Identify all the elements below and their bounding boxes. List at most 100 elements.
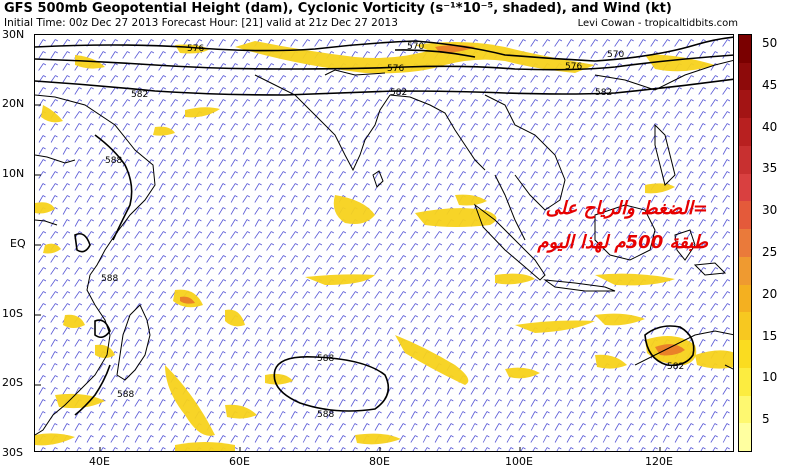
wind-barb	[686, 87, 692, 95]
wind-barb-flag	[558, 351, 562, 354]
wind-barb-flag	[522, 123, 526, 126]
wind-barb-flag	[535, 123, 539, 126]
wind-barb	[74, 123, 80, 131]
wind-barb-flag	[606, 435, 610, 438]
wind-barb-flag	[367, 315, 371, 318]
height-contours	[35, 36, 733, 416]
wind-barb-flag	[498, 87, 502, 90]
wind-barb-flag	[643, 75, 647, 78]
wind-barb-flag	[102, 339, 106, 342]
wind-barb-flag	[331, 159, 335, 162]
wind-barb-flag	[175, 39, 179, 42]
wind-barb	[110, 363, 116, 371]
wind-barb	[530, 219, 536, 227]
wind-barb	[290, 195, 296, 203]
wind-barb	[398, 351, 404, 359]
wind-barb	[362, 99, 368, 107]
wind-barb	[98, 183, 104, 191]
wind-barb	[482, 183, 488, 191]
wind-barb-flag	[54, 51, 58, 54]
wind-barb	[698, 123, 704, 131]
wind-barb	[314, 387, 320, 395]
wind-barb-flag	[115, 279, 119, 282]
wind-barb-flag	[546, 75, 550, 78]
wind-barb	[242, 423, 248, 431]
wind-barb-flag	[715, 123, 719, 126]
wind-barb-flag	[523, 75, 527, 78]
wind-barb-flag	[606, 399, 610, 402]
wind-barb-flag	[487, 87, 491, 90]
wind-barb	[710, 267, 716, 275]
wind-barb	[158, 339, 164, 347]
wind-barb-flag	[126, 447, 130, 450]
wind-barb	[578, 327, 584, 335]
wind-barb	[662, 327, 668, 335]
wind-barb-flag	[486, 147, 490, 150]
wind-barb	[518, 411, 524, 419]
wind-barb	[470, 303, 476, 311]
wind-barb-flag	[691, 75, 695, 78]
wind-barb-flag	[727, 231, 731, 234]
wind-barb	[710, 279, 716, 287]
wind-barb	[410, 231, 416, 239]
wind-barb-flag	[234, 219, 238, 222]
wind-barb	[602, 411, 608, 419]
wind-barb-flag	[162, 399, 166, 402]
wind-barb-flag	[631, 75, 635, 78]
wind-barb	[338, 423, 344, 431]
wind-barb-flag	[151, 279, 155, 282]
wind-barb-flag	[102, 327, 106, 330]
wind-barb-flag	[534, 195, 538, 198]
wind-barb-flag	[391, 219, 395, 222]
wind-barb-flag	[667, 291, 671, 294]
wind-barb-flag	[91, 267, 95, 270]
wind-barb-flag	[174, 351, 178, 354]
wind-barb	[326, 411, 332, 419]
wind-barb	[674, 87, 680, 95]
wind-barb-flag	[186, 147, 190, 150]
wind-barb	[374, 207, 380, 215]
wind-barb-flag	[523, 243, 527, 246]
wind-barb	[302, 147, 308, 155]
colorbar-segment	[739, 340, 751, 368]
wind-barb-flag	[618, 87, 622, 90]
wind-barb	[662, 255, 668, 263]
wind-barb-flag	[583, 255, 587, 258]
wind-barb	[182, 159, 188, 167]
wind-barb	[494, 315, 500, 323]
wind-barb-flag	[607, 39, 611, 42]
wind-barb-flag	[631, 303, 635, 306]
wind-barb	[410, 123, 416, 131]
wind-barb	[350, 171, 356, 179]
wind-barb	[278, 135, 284, 143]
wind-barb-flag	[595, 99, 599, 102]
wind-barb-flag	[547, 99, 551, 102]
wind-barb-flag	[306, 339, 310, 342]
wind-barb	[638, 267, 644, 275]
wind-barb	[386, 147, 392, 155]
wind-barb-flag	[271, 303, 275, 306]
wind-barb-flag	[426, 147, 430, 150]
wind-barb-flag	[306, 147, 310, 150]
wind-barb-flag	[607, 135, 611, 138]
wind-barb	[362, 183, 368, 191]
wind-barb	[494, 375, 500, 383]
wind-barb	[650, 207, 656, 215]
wind-barb-flag	[595, 279, 599, 282]
wind-barb	[122, 231, 128, 239]
wind-barb-flag	[643, 231, 647, 234]
wind-barb	[676, 447, 680, 451]
wind-barb	[146, 411, 152, 419]
wind-barb	[458, 75, 464, 83]
wind-barb-flag	[234, 111, 238, 114]
wind-barb-flag	[90, 171, 94, 174]
wind-barb	[38, 87, 44, 95]
wind-barb	[650, 171, 656, 179]
wind-barb-flag	[703, 315, 707, 318]
wind-barb	[518, 135, 524, 143]
wind-barb-flag	[186, 183, 190, 186]
wind-barb	[244, 447, 248, 451]
wind-barb-flag	[78, 447, 82, 450]
wind-barb	[470, 135, 476, 143]
wind-barb	[434, 327, 440, 335]
